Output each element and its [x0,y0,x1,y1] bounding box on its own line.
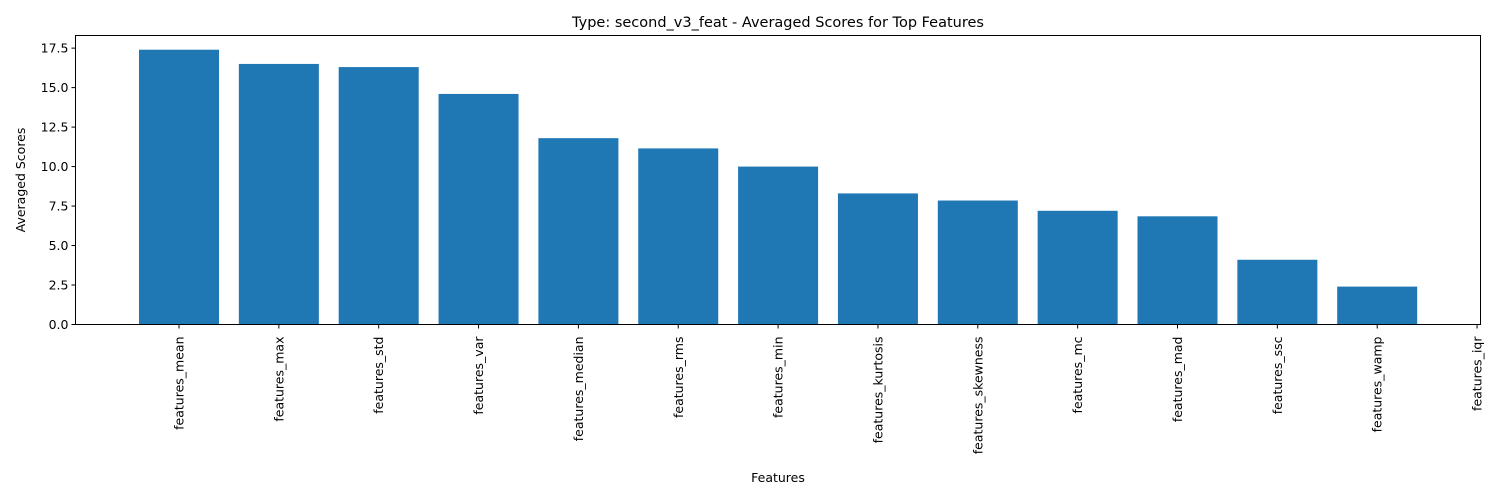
x-axis-label: Features [751,470,805,485]
y-tick-label: 15.0 [41,80,69,95]
bar-features-skewness [937,200,1018,325]
bar-features-kurtosis [837,193,918,325]
x-tick-label: features_std [371,337,386,414]
y-axis-ticks: 0.0 2.5 5.0 7.5 10.0 12.5 15.0 17.5 [41,41,76,332]
bar-features-mean [139,49,219,325]
bar-features-median [538,138,619,325]
bar-features-min [738,166,819,325]
y-tick-label: 7.5 [49,199,69,214]
x-tick-label: features_kurtosis [870,337,885,444]
y-tick-label: 10.0 [41,159,69,174]
bar-features-max [238,63,319,325]
bar-features-rms [638,148,719,325]
y-tick-label: 2.5 [49,278,69,293]
bar-features-mc [1037,210,1118,325]
x-axis-ticks: features_mean features_max features_std fea… [172,324,1485,455]
x-tick-label: features_mean [172,337,187,430]
x-tick-label: features_var [471,336,486,415]
plot-frame [75,35,1481,325]
x-tick-label: features_iqr [1470,336,1485,411]
bar-features-wamp [1337,286,1418,325]
x-tick-label: features_mc [1070,336,1085,413]
x-tick-label: features_min [771,337,786,418]
y-axis-label: Averaged Scores [13,128,28,233]
chart-title: Type: second_v3_feat - Averaged Scores f… [571,15,984,31]
bar-features-var [438,93,519,325]
y-tick-label: 0.0 [49,317,69,332]
bar-features-std [338,67,419,325]
bars-group [139,49,1418,325]
y-tick-label: 5.0 [49,238,69,253]
x-tick-label: features_rms [671,337,686,419]
x-tick-label: features_mad [1170,337,1185,423]
bar-features-mad [1137,216,1218,325]
x-tick-label: features_median [571,337,586,442]
x-tick-label: features_max [271,337,286,422]
x-tick-label: features_skewness [970,337,985,455]
x-tick-label: features_ssc [1270,336,1285,414]
x-tick-label: features_wamp [1370,336,1385,432]
bar-features-ssc [1237,259,1318,325]
y-tick-label: 17.5 [41,41,69,56]
y-tick-label: 12.5 [41,120,69,135]
